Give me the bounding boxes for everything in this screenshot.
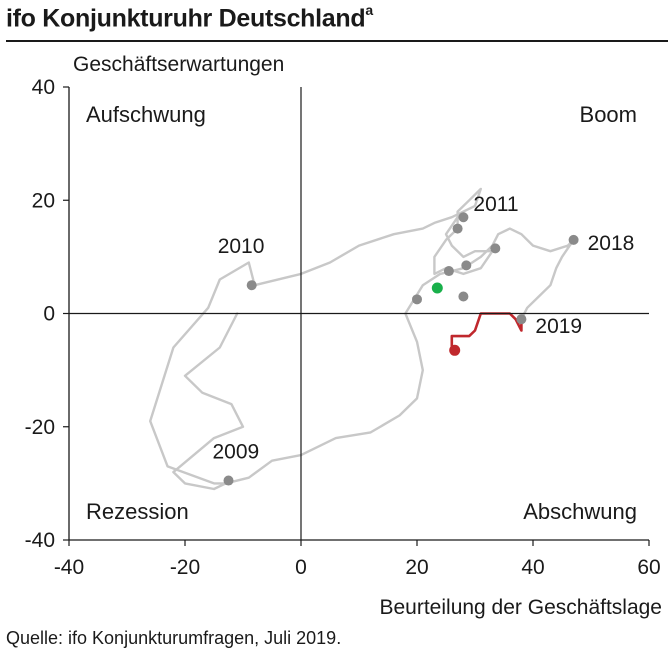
y-tick-label: -20 bbox=[25, 416, 55, 439]
series-line-history bbox=[149, 187, 494, 485]
year-point bbox=[458, 212, 469, 223]
quadrant-label-aufschwung: Aufschwung bbox=[86, 102, 206, 127]
tick-labels: -40 -20 0 20 40 60 -40 -20 0 20 40 bbox=[25, 76, 661, 579]
data-point bbox=[412, 294, 422, 305]
chart-text: Geschäftserwartungen Beurteilung der Ges… bbox=[73, 53, 662, 619]
data-point bbox=[443, 266, 454, 277]
year-point bbox=[516, 314, 527, 325]
y-tick-label: 20 bbox=[32, 189, 55, 212]
source-note: Quelle: ifo Konjunkturumfragen, Juli 201… bbox=[6, 628, 342, 648]
x-tick-label: 20 bbox=[405, 556, 428, 579]
data-point bbox=[461, 260, 472, 271]
chart-title-text: ifo Konjunkturuhr Deutschland bbox=[6, 4, 366, 33]
year-label: 2010 bbox=[218, 235, 265, 258]
latest-point bbox=[449, 344, 461, 356]
chart-points: 2010 2009 2011 2018 2019 bbox=[213, 193, 635, 486]
year-point bbox=[568, 234, 579, 245]
year-label: 2011 bbox=[473, 193, 518, 216]
title-rule bbox=[6, 40, 668, 42]
x-tick-label: 40 bbox=[521, 556, 544, 579]
x-tick-label: -40 bbox=[54, 556, 84, 579]
year-point bbox=[223, 475, 234, 486]
chart-title: ifo Konjunkturuhr Deutschlanda bbox=[6, 2, 373, 33]
data-point bbox=[452, 223, 463, 234]
quadrant-label-rezession: Rezession bbox=[86, 499, 189, 524]
series-line-recent bbox=[450, 312, 523, 352]
y-tick-label: 0 bbox=[43, 303, 55, 326]
quadrant-label-boom: Boom bbox=[580, 102, 637, 127]
year-label: 2018 bbox=[588, 232, 635, 255]
year-label: 2019 bbox=[535, 315, 582, 338]
chart-title-superscript: a bbox=[365, 2, 373, 18]
year-point bbox=[246, 280, 257, 291]
y-tick-label: 40 bbox=[32, 76, 55, 99]
data-point bbox=[490, 243, 501, 254]
data-point bbox=[458, 291, 469, 302]
x-tick-label: -20 bbox=[170, 556, 200, 579]
year-label: 2009 bbox=[213, 441, 260, 464]
chart-axes bbox=[63, 86, 650, 546]
y-tick-label: -40 bbox=[25, 529, 55, 552]
x-axis-label: Beurteilung der Geschäftslage bbox=[379, 596, 662, 619]
y-axis-label: Geschäftserwartungen bbox=[73, 53, 284, 76]
quadrant-label-abschwung: Abschwung bbox=[523, 499, 637, 524]
x-tick-label: 60 bbox=[637, 556, 660, 579]
highlight-point bbox=[431, 282, 443, 294]
x-tick-label: 0 bbox=[295, 556, 307, 579]
